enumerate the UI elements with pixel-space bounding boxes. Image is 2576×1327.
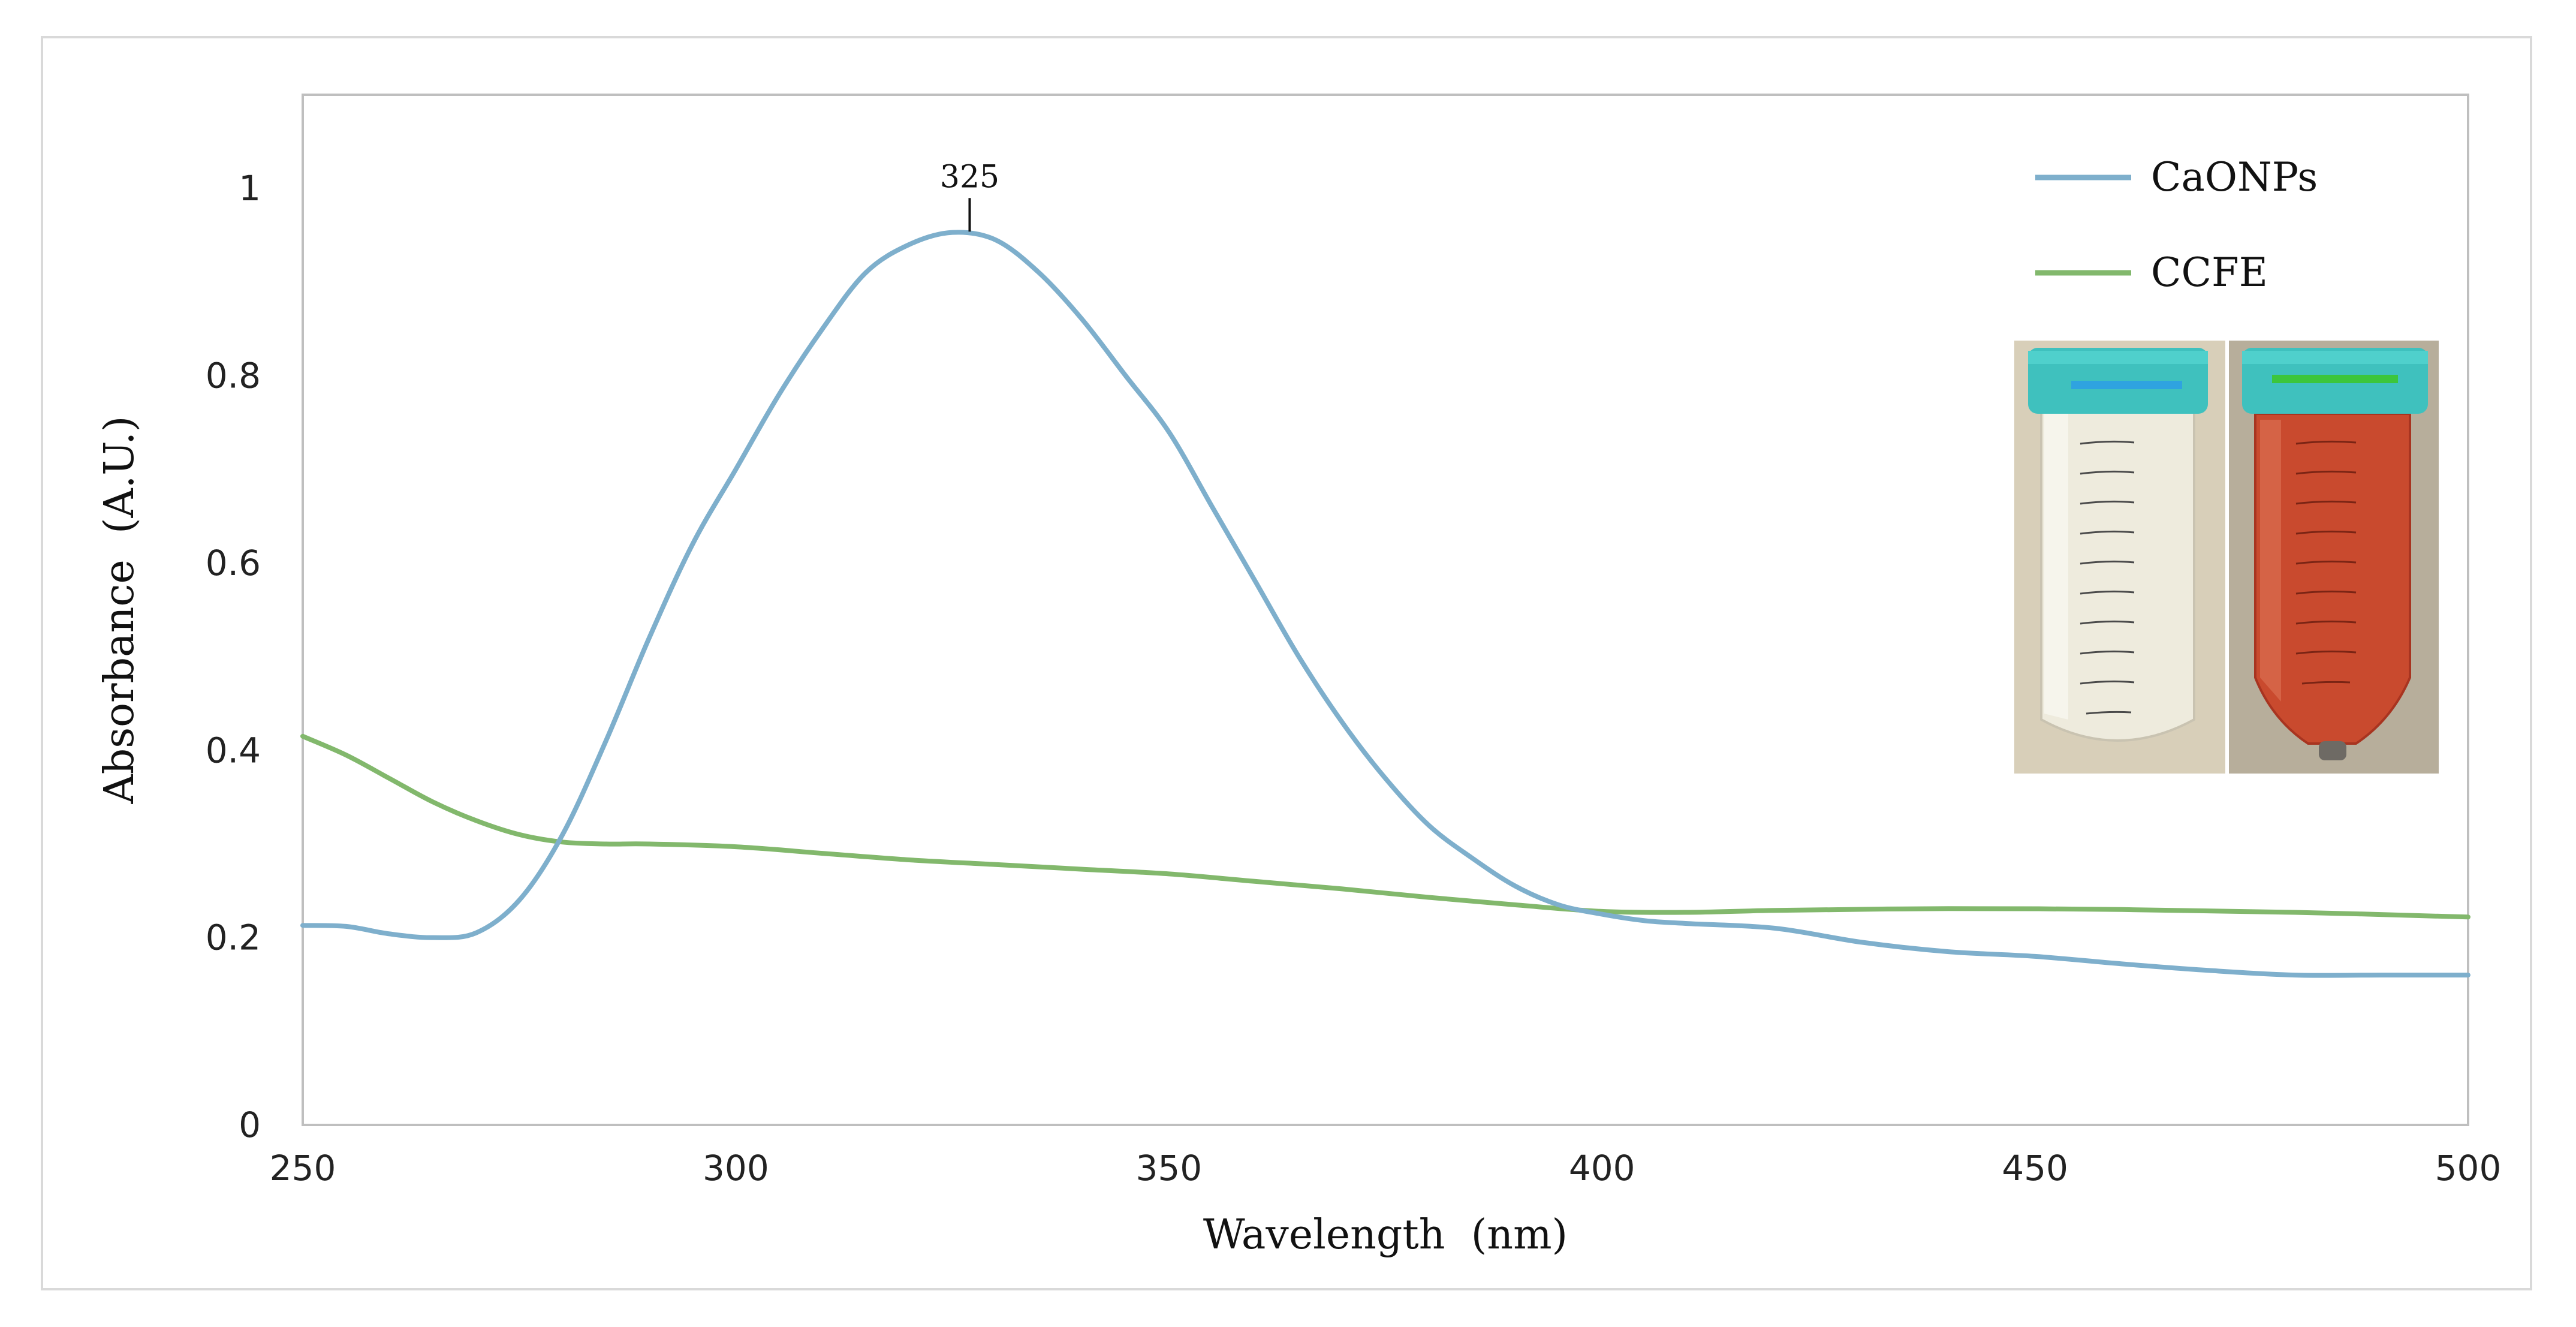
inset-photo (2014, 341, 2439, 774)
series-line-caonps (300, 230, 2470, 978)
x-tick-label: 350 (1135, 1148, 1202, 1188)
tube-ccfe (2242, 348, 2428, 760)
y-tick-labels: 0 0.2 0.4 0.6 0.8 1 (206, 168, 261, 1145)
x-tick-label: 300 (703, 1148, 769, 1188)
tube-body-white (2040, 407, 2195, 742)
y-axis-label: Absorbance (A.U.) (96, 416, 143, 805)
legend-label-ccfe: CCFE (2151, 249, 2268, 296)
y-tick-label: 0.6 (206, 543, 261, 583)
peak-annotation: 325 (940, 159, 999, 195)
legend: CaONPs CCFE (2035, 154, 2318, 296)
tube-shading-white (2044, 414, 2068, 720)
graduation-marks-red (2295, 440, 2357, 685)
y-tick-label: 1 (239, 168, 261, 209)
x-tick-labels: 250 300 350 400 450 500 (270, 1148, 2502, 1188)
y-tick-label: 0.8 (206, 356, 261, 396)
x-tick-label: 400 (1569, 1148, 1635, 1188)
x-tick-label: 500 (2435, 1148, 2502, 1188)
legend-label-caonps: CaONPs (2151, 154, 2318, 200)
y-tick-label: 0 (239, 1105, 261, 1145)
y-tick-label: 0.4 (206, 730, 261, 771)
series-line-ccfe (300, 733, 2470, 920)
x-tick-label: 450 (2002, 1148, 2068, 1188)
series-lines (300, 230, 2470, 978)
graduation-marks-white (2080, 440, 2135, 715)
x-tick-label: 250 (270, 1148, 336, 1188)
plot-area (302, 94, 2469, 1126)
cap-ridge-white (2028, 351, 2208, 364)
tube-body-red (2254, 413, 2411, 745)
x-axis-label: Wavelength (nm) (1203, 1211, 1568, 1259)
tube-tip (2319, 741, 2346, 760)
cap-ridge-red (2242, 351, 2428, 364)
tube-caonps (2028, 348, 2208, 742)
tube-shading-red (2260, 420, 2281, 702)
y-tick-label: 0.2 (206, 917, 261, 958)
